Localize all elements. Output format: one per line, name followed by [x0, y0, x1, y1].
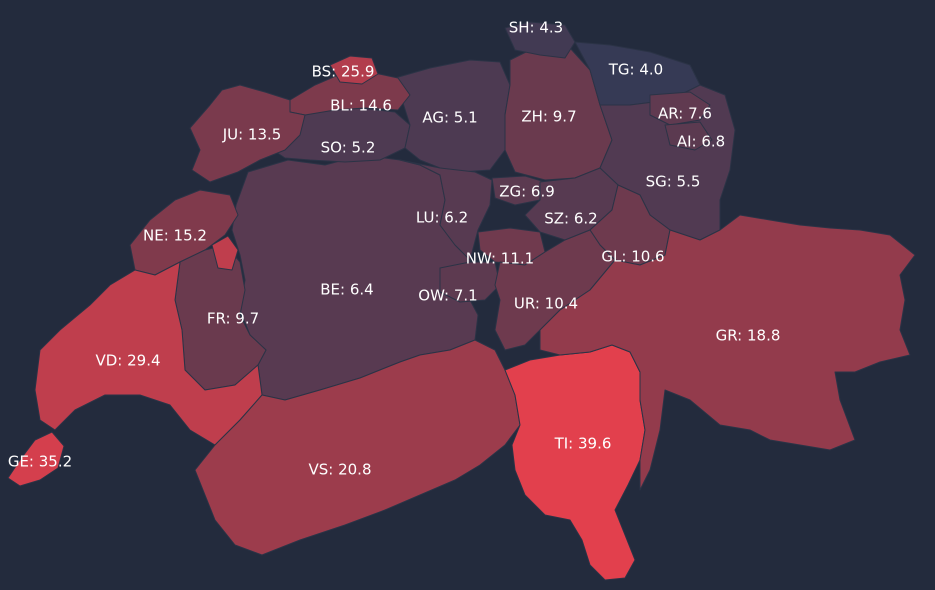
canton-label-vd: VD: 29.4 [95, 352, 160, 370]
canton-label-vs: VS: 20.8 [308, 461, 371, 479]
canton-regions [7, 21, 916, 581]
canton-region-vd-enclave[interactable] [211, 235, 239, 271]
canton-region-ar[interactable] [649, 91, 711, 126]
canton-label-ge: GE: 35.2 [8, 453, 72, 471]
canton-region-ju[interactable] [189, 84, 306, 183]
canton-region-bs[interactable] [329, 55, 379, 85]
canton-region-ai[interactable] [664, 121, 713, 151]
canton-label-bs: BS: 25.9 [312, 63, 375, 81]
canton-region-lu[interactable] [399, 159, 493, 261]
canton-label-gl: GL: 10.6 [601, 248, 664, 266]
canton-label-ai: AI: 6.8 [677, 133, 725, 151]
canton-label-bl: BL: 14.6 [330, 97, 392, 115]
canton-label-be: BE: 6.4 [320, 281, 373, 299]
canton-region-gr[interactable] [539, 214, 916, 491]
canton-label-ow: OW: 7.1 [418, 287, 477, 305]
canton-label-ti: TI: 39.6 [554, 435, 612, 453]
canton-label-nw: NW: 11.1 [466, 250, 534, 268]
canton-label-lu: LU: 6.2 [416, 209, 468, 227]
canton-label-sz: SZ: 6.2 [544, 210, 597, 228]
canton-region-vd[interactable] [34, 261, 263, 446]
canton-label-gr: GR: 18.8 [716, 327, 781, 345]
canton-label-fr: FR: 9.7 [207, 310, 259, 328]
canton-region-ge[interactable] [7, 431, 65, 487]
canton-label-ur: UR: 10.4 [514, 295, 578, 313]
canton-label-sh: SH: 4.3 [509, 19, 563, 37]
canton-label-zh: ZH: 9.7 [521, 108, 576, 126]
canton-label-ag: AG: 5.1 [422, 109, 477, 127]
canton-label-zg: ZG: 6.9 [499, 183, 555, 201]
canton-region-sh[interactable] [504, 21, 576, 59]
canton-region-ti[interactable] [504, 344, 646, 581]
canton-label-so: SO: 5.2 [321, 139, 376, 157]
canton-label-ar: AR: 7.6 [658, 105, 712, 123]
canton-label-ne: NE: 15.2 [143, 227, 207, 245]
canton-region-ow[interactable] [439, 261, 501, 303]
canton-region-vs[interactable] [194, 339, 521, 556]
canton-labels: SH: 4.3 TG: 4.0 BS: 25.9 BL: 14.6 AG: 5.1 ZH:… [8, 19, 781, 479]
canton-label-tg: TG: 4.0 [608, 61, 663, 79]
canton-label-sg: SG: 5.5 [646, 173, 701, 191]
canton-label-ju: JU: 13.5 [222, 126, 282, 144]
canton-region-ag[interactable] [394, 59, 511, 173]
